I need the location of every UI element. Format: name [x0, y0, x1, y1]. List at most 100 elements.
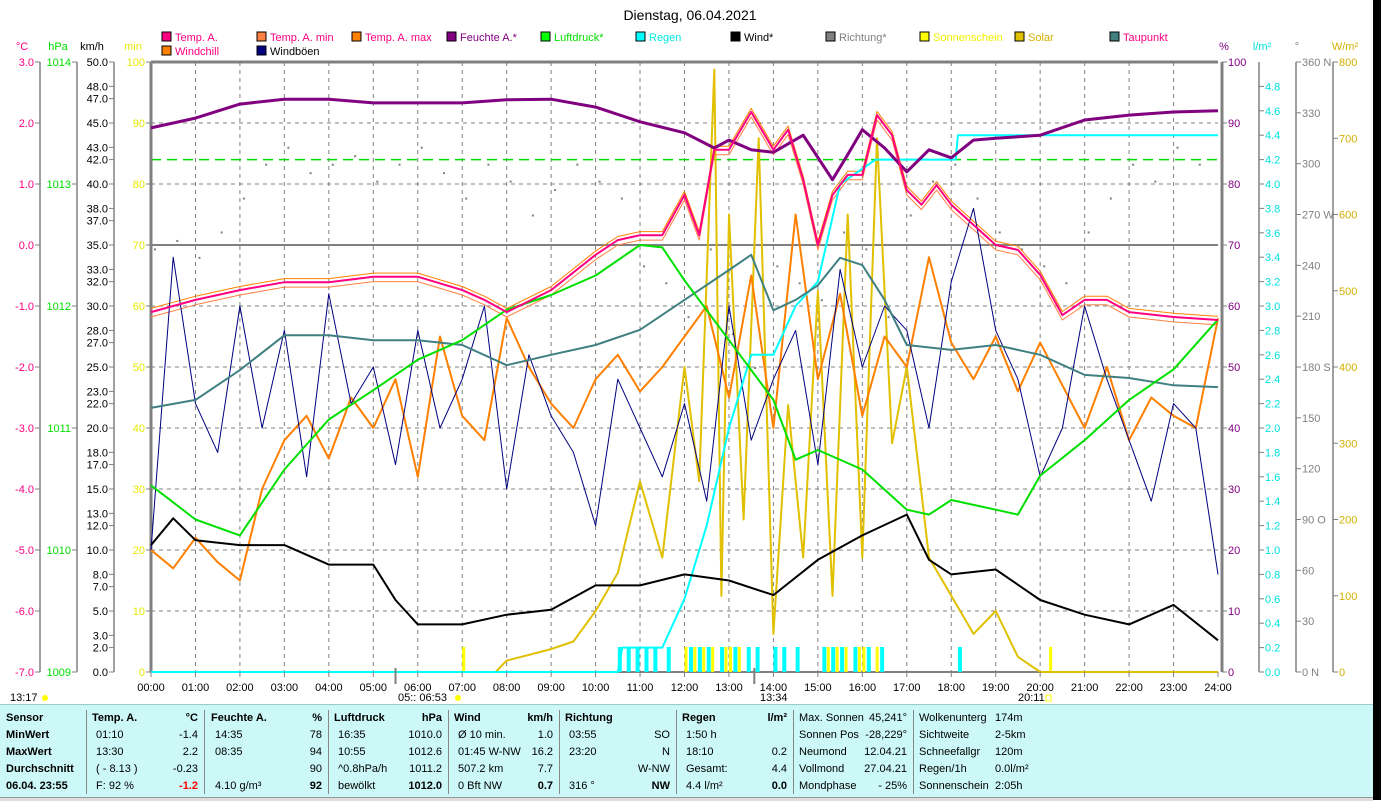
cell-value: 1011.2 — [409, 763, 442, 775]
info-label: Vollmond — [799, 763, 845, 775]
x-tick-label: 14:00 — [760, 682, 788, 694]
x-tick-label: 24:00 — [1204, 682, 1232, 694]
x-tick-label: 04:00 — [315, 682, 343, 694]
cell-label: 316 ° — [569, 780, 595, 792]
series-temp-a — [150, 111, 1219, 321]
wind-tick-label: 38.0 — [87, 203, 108, 215]
info-label: Regen/1h — [919, 763, 967, 775]
sunshine-bar — [724, 647, 728, 672]
rain-tick-label: 0.6 — [1265, 594, 1280, 606]
wind-tick-label: 45.0 — [87, 118, 108, 130]
cell-label: 10:55 — [338, 746, 366, 758]
info-label: Sonnenschein — [919, 780, 989, 792]
cell-label: 13:30 — [96, 746, 124, 758]
cell-value: 78 — [309, 729, 322, 741]
cell-label: 4.4 l/m² — [686, 780, 723, 792]
col-astro: Max. Sonnen 45,241° Sonnen Pos -28,229° Neum… — [793, 710, 914, 794]
minutes-tick-label: 0 — [139, 667, 145, 679]
wind-tick-label: 43.0 — [87, 142, 108, 154]
wind-tick-label: 10.0 — [87, 545, 108, 557]
direction-dot — [1176, 146, 1179, 149]
direction-dot — [1132, 163, 1135, 166]
x-tick-label: 22:00 — [1115, 682, 1143, 694]
rain-bar — [626, 647, 631, 672]
direction-dot — [242, 197, 245, 200]
legend-label: Feuchte A.* — [460, 32, 518, 44]
humidity-tick-label: 10 — [1228, 606, 1240, 618]
cell-value: 4.4 — [771, 763, 787, 775]
legend-label: Temp. A. max — [365, 32, 432, 44]
cell-value: 1012.0 — [408, 780, 442, 792]
legend-swatch — [351, 31, 362, 42]
cell-label: 01:10 — [96, 729, 124, 741]
rain-tick-label: 0.2 — [1265, 643, 1280, 655]
col-temp: Temp. A. °C 01:10 -1.4 13:30 2.2 ( - 8.13 ) -0.… — [86, 710, 205, 794]
wind-tick-label: 3.0 — [93, 630, 108, 642]
rain-tick-label: 3.4 — [1265, 252, 1280, 264]
cell-label: Ø 10 min. — [458, 729, 506, 741]
humidity-tick-label: 50 — [1228, 362, 1240, 374]
sun-markers: 13:17 05:: 06:53 13:34 20:11 — [10, 692, 1052, 704]
humidity-tick-label: 40 — [1228, 423, 1240, 435]
rain-tick-label: 3.6 — [1265, 228, 1280, 240]
minutes-tick-label: 80 — [133, 179, 145, 191]
temp-tick-label: 0.0 — [19, 240, 34, 252]
info-label: Mondphase — [799, 780, 857, 792]
rain-tick-label: 4.0 — [1265, 179, 1280, 191]
humidity-tick-label: 0 — [1228, 667, 1234, 679]
x-tick-label: 03:00 — [271, 682, 299, 694]
legend-swatch — [256, 45, 267, 56]
legend-label: Solar — [1028, 32, 1054, 44]
wind-tick-label: 23.0 — [87, 386, 108, 398]
rain-bar — [840, 647, 845, 672]
info-label: Sichtweite — [919, 729, 970, 741]
minutes-tick-label: 100 — [127, 57, 145, 69]
header: Luftdruck — [334, 712, 385, 724]
sunshine-bar — [737, 647, 741, 672]
rain-bar — [688, 647, 693, 672]
rain-bar — [755, 647, 760, 672]
x-tick-label: 13:00 — [715, 682, 743, 694]
direction-dot — [754, 367, 757, 369]
legend-label: Luftdruck* — [554, 32, 604, 44]
humidity-tick-label: 20 — [1228, 545, 1240, 557]
x-tick-label: 18:00 — [937, 682, 965, 694]
sunset-icon — [1045, 694, 1052, 702]
label: MaxWert — [6, 746, 52, 758]
cell-value: W-NW — [637, 763, 670, 775]
solar-tick-label: 700 — [1339, 133, 1357, 145]
rain-bar — [773, 647, 778, 672]
legend-swatch — [730, 31, 741, 42]
cell-label: ( - 8.13 ) — [96, 763, 138, 775]
sunshine-bar — [711, 647, 715, 672]
sunshine-bar — [835, 647, 839, 672]
pressure-tick-label: 1014 — [47, 57, 71, 69]
direction-dot — [976, 197, 979, 200]
wind-tick-label: 2.0 — [93, 643, 108, 655]
humidity-tick-label: 100 — [1228, 57, 1246, 69]
day-length: 13:17 — [10, 692, 38, 704]
cell-label: 4.10 g/m³ — [215, 780, 262, 792]
rain-tick-label: 1.4 — [1265, 496, 1280, 508]
legend-swatch — [1014, 31, 1025, 42]
sunset-time: 20:11 — [1018, 692, 1045, 704]
info-value: 120m — [995, 746, 1023, 758]
header: Feuchte A. — [211, 712, 267, 724]
series-temp-a-max — [150, 107, 1219, 317]
wind-tick-label: 7.0 — [93, 582, 108, 594]
rain-bar — [697, 647, 702, 672]
direction-dot — [665, 282, 668, 285]
direction-dot — [1198, 163, 1201, 166]
info-value: 27.04.21 — [864, 763, 907, 775]
temp-unit-label: °C — [16, 41, 28, 53]
header: Richtung — [565, 712, 613, 724]
x-tick-label: 02:00 — [226, 682, 254, 694]
wind-tick-label: 28.0 — [87, 325, 108, 337]
rain-bar — [880, 647, 885, 672]
direction-dot — [1043, 265, 1046, 268]
info-label: Sonnen Pos — [799, 729, 859, 741]
direction-dot — [1065, 282, 1068, 285]
legend-swatch — [635, 31, 646, 42]
cell-value: 90 — [309, 763, 322, 775]
direction-dot — [954, 163, 957, 166]
